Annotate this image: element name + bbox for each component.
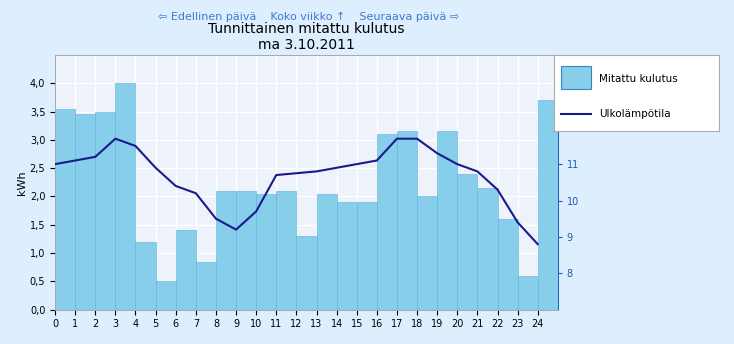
Bar bbox=[236, 191, 256, 310]
Bar bbox=[115, 83, 136, 310]
Bar bbox=[377, 134, 397, 310]
Bar bbox=[538, 100, 558, 310]
Bar bbox=[297, 236, 316, 310]
Bar bbox=[337, 202, 357, 310]
Bar bbox=[517, 276, 538, 310]
Bar bbox=[196, 261, 216, 310]
Bar bbox=[95, 111, 115, 310]
Y-axis label: kWh: kWh bbox=[17, 170, 27, 195]
Bar bbox=[136, 242, 156, 310]
Bar bbox=[256, 194, 276, 310]
Bar bbox=[397, 131, 417, 310]
FancyBboxPatch shape bbox=[561, 66, 590, 89]
Text: ⇦ Edellinen päivä    Koko viikko ↑    Seuraava päivä ⇨: ⇦ Edellinen päivä Koko viikko ↑ Seuraava… bbox=[158, 12, 459, 22]
Text: Mitattu kulutus: Mitattu kulutus bbox=[599, 74, 677, 84]
Bar bbox=[55, 109, 75, 310]
Text: Ulkolämpötila: Ulkolämpötila bbox=[599, 109, 670, 119]
Bar bbox=[477, 188, 498, 310]
Bar bbox=[417, 196, 437, 310]
Title: Tunnittainen mitattu kulutus
ma 3.10.2011: Tunnittainen mitattu kulutus ma 3.10.201… bbox=[208, 22, 404, 53]
Bar bbox=[75, 115, 95, 310]
Bar bbox=[216, 191, 236, 310]
Bar bbox=[498, 219, 517, 310]
Bar bbox=[437, 131, 457, 310]
Bar bbox=[175, 230, 196, 310]
Bar bbox=[316, 194, 337, 310]
Bar bbox=[276, 191, 297, 310]
Bar bbox=[156, 281, 175, 310]
Bar bbox=[357, 202, 377, 310]
Bar bbox=[457, 174, 477, 310]
